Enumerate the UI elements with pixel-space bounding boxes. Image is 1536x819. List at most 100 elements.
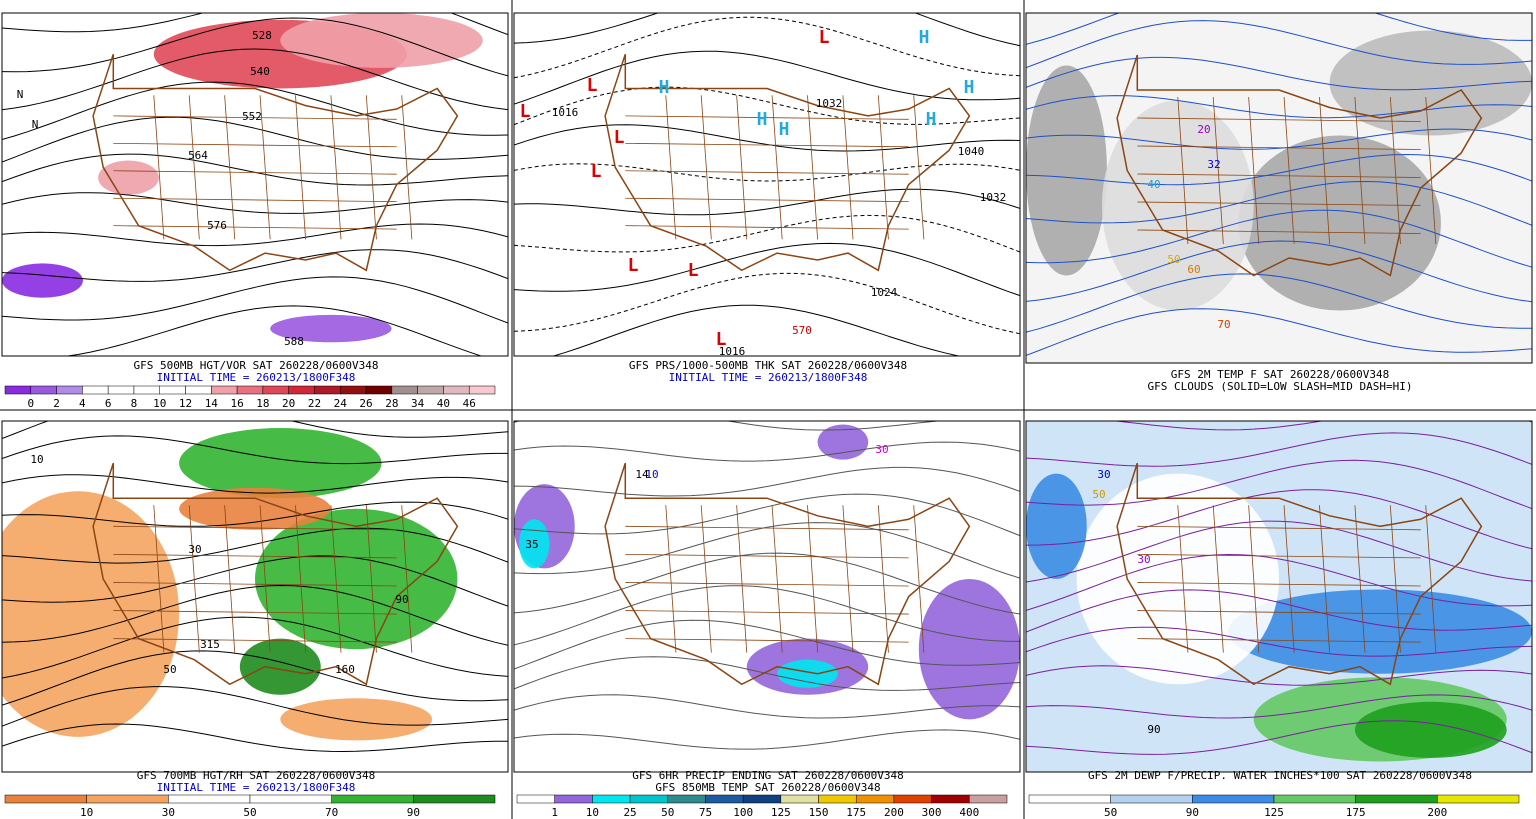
shaded-area [98,160,159,195]
legend-label: 4 [79,397,86,410]
legend-label: 18 [256,397,269,410]
map-label: H [919,27,930,48]
map-label: 315 [200,638,220,651]
shaded-area [179,487,331,530]
legend-swatch [818,794,857,804]
legend-swatch [516,794,555,804]
contour [514,163,1020,182]
map-label: L [591,161,602,182]
legend-label: 90 [407,806,420,819]
state-border [1137,610,1421,615]
contour [514,188,1020,216]
state-border [736,95,748,240]
legend-label: 200 [1427,806,1447,819]
state-border [771,505,783,653]
state-border [1354,96,1366,245]
contour [1026,128,1532,150]
map-label: 90 [395,593,408,606]
state-border [700,95,712,240]
state-border [113,170,397,175]
legend-swatch [314,385,341,395]
map-frame [1,12,509,357]
caption: GFS 2M DEWP F/PRECIP. WATER INCHES*100 S… [1088,769,1472,782]
map-label: 50 [1092,488,1105,501]
map: 30 50 90 30 [1026,421,1532,772]
state-border [1137,525,1421,531]
contour [2,435,508,465]
legend-swatch [56,385,83,395]
caption: GFS 500MB HGT/VOR SAT 260228/0600V348 [133,359,378,372]
state-border [625,142,909,148]
map-frame [1025,420,1533,773]
map-label: 30 [1097,468,1110,481]
contour [1026,20,1532,69]
legend-label: 10 [586,806,599,819]
legend-swatch [931,794,970,804]
map-background [514,13,1020,356]
contour [514,619,1020,670]
map-label: H [779,119,790,140]
legend-swatch [1437,794,1520,804]
state-border [259,505,271,653]
map: 10 30 14 35 [514,421,1020,772]
map-label: 30 [1137,553,1150,566]
contour [514,13,1020,47]
map-label: 528 [252,29,272,42]
legend-swatch [340,385,367,395]
legend-label: 200 [884,806,904,819]
legend-label: 46 [463,397,476,410]
state-border [295,505,306,653]
contour [2,584,508,646]
legend-swatch [236,385,264,395]
shaded-area [280,698,433,741]
legend-swatch [1028,794,1111,804]
state-border [224,95,236,240]
legend-swatch [159,385,186,395]
contour [2,421,508,439]
map-label: L [520,101,531,122]
legend-label: 100 [733,806,753,819]
shaded-area [2,491,180,737]
map-frame [513,420,1021,773]
map-label: H [757,109,768,130]
map-label: 576 [207,219,227,232]
contour [514,16,1020,79]
panel: 20 32 40 50 60 70 GFS 2M TEMP F SAT 260228/060… [1025,12,1533,393]
state-border [625,638,909,643]
map-label: 1016 [552,106,579,119]
state-border [625,553,909,559]
state-border [1319,96,1330,245]
legend-label: 30 [162,806,175,819]
state-border [1137,638,1421,643]
legend-label: 50 [243,806,256,819]
legend-swatch [443,385,470,395]
contour [1026,153,1532,186]
contour [1026,720,1532,755]
map-label: 1032 [980,191,1007,204]
legend-swatch [249,794,332,804]
state-border [625,225,909,230]
state-border [1137,553,1421,559]
map-label: H [964,77,975,98]
state-border [1425,96,1437,245]
shaded-area [918,578,1020,720]
state-border [259,95,271,240]
state-border [1177,505,1189,653]
legend-label: 70 [325,806,338,819]
map-label: 14 [635,468,649,481]
shaded-area [1101,100,1254,311]
map-label: 30 [188,543,201,556]
country-border [604,462,971,686]
state-border [113,610,397,615]
state-border [771,95,783,240]
state-border [913,505,925,653]
legend-swatch [780,794,819,804]
contour [2,17,508,77]
legend-swatch [468,385,496,395]
state-border [401,505,413,653]
contour [2,527,508,564]
map-label: 35 [525,538,538,551]
legend-label: 8 [131,397,138,410]
contour [514,694,1020,719]
